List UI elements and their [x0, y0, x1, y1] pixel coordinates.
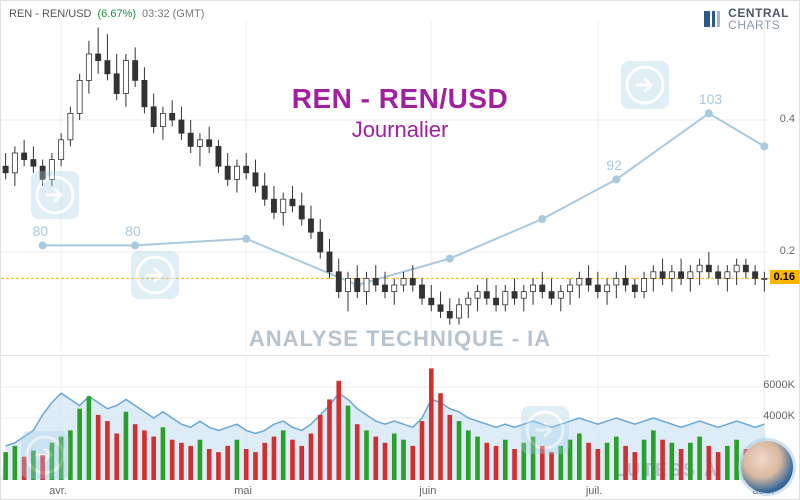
price-pane[interactable] [1, 21, 769, 351]
chart-container: REN - REN/USD (6.67%) 03:32 (GMT) CENTRA… [0, 0, 800, 500]
pct-change: (6.67%) [98, 8, 137, 20]
price-chart-svg [1, 21, 769, 351]
price-y-tick: 0.2 [780, 245, 795, 257]
x-tick: juin [419, 485, 436, 497]
volume-pane[interactable] [1, 355, 769, 480]
x-axis: avr.maijuinjuil.août [1, 481, 769, 499]
volume-y-axis: 6000K4000K [767, 355, 799, 479]
volume-y-tick: 4000K [763, 410, 795, 422]
x-tick: avr. [49, 485, 67, 497]
symbol-label: REN - REN/USD [9, 8, 92, 20]
timestamp: 03:32 (GMT) [142, 8, 204, 20]
x-tick: juil. [586, 485, 603, 497]
last-price-tag: 0.16 [770, 270, 799, 284]
price-y-axis: 0.4 0.2 0.16 [767, 21, 799, 351]
volume-y-tick: 6000K [763, 379, 795, 391]
x-tick: août [752, 485, 773, 497]
x-tick: mai [234, 485, 252, 497]
volume-chart-svg [1, 356, 769, 480]
price-y-tick: 0.4 [780, 113, 795, 125]
